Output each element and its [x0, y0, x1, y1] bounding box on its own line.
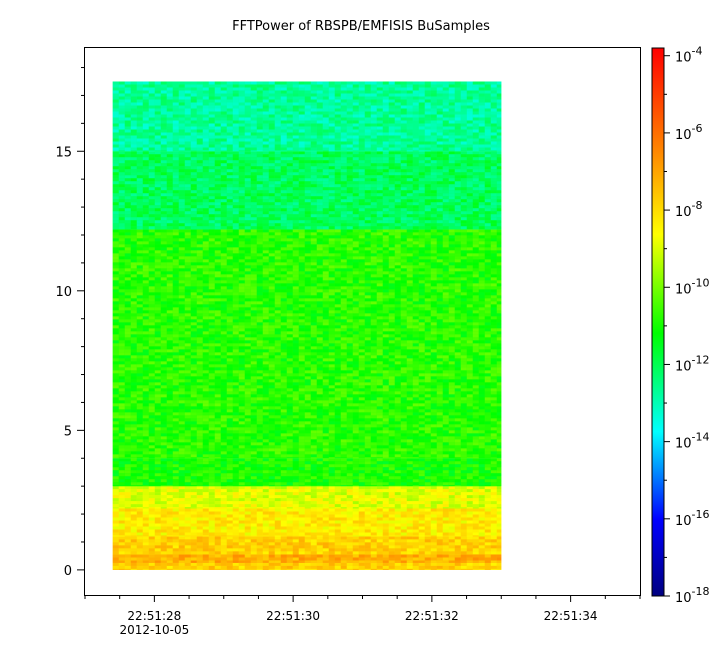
heatmap-band — [112, 508, 502, 537]
heatmap-band — [112, 536, 502, 555]
y-tick-label: 0 — [64, 564, 72, 579]
colorbar-axis: 10-18 10-16 10-14 10-12 10-10 10-8 10-6 10-4 — [664, 45, 710, 606]
y-tick-label: 15 — [55, 145, 72, 160]
colorbar-tick-label: 10-12 — [675, 353, 710, 374]
x-tick-label: 22:51:28 — [127, 609, 181, 623]
heatmap-band — [112, 81, 502, 152]
x-tick-label: 22:51:32 — [405, 609, 459, 623]
spectrogram-heatmap — [112, 81, 502, 570]
colorbar-tick-label: 10-14 — [675, 431, 710, 452]
y-tick-label: 5 — [64, 424, 72, 439]
heatmap-band — [112, 554, 502, 563]
colorbar-tick-label: 10-18 — [675, 585, 710, 606]
colorbar-tick-label: 10-6 — [675, 122, 703, 143]
colorbar-tick-label: 10-10 — [675, 276, 710, 297]
x-tick-date-label: 2012-10-05 — [120, 623, 190, 637]
colorbar-tick-label: 10-8 — [675, 199, 703, 220]
heatmap-band — [112, 151, 502, 230]
x-tick-label: 22:51:34 — [544, 609, 598, 623]
colorbar-tick-label: 10-4 — [675, 45, 703, 66]
heatmap-band — [112, 562, 502, 570]
colorbar — [651, 47, 665, 597]
chart-title: FFTPower of RBSPB/EMFISIS BuSamples — [232, 19, 490, 34]
x-tick-label: 22:51:30 — [266, 609, 320, 623]
y-axis: 0 5 10 15 — [55, 67, 85, 579]
heatmap-band — [112, 486, 502, 509]
y-tick-label: 10 — [55, 285, 72, 300]
colorbar-tick-label: 10-16 — [675, 508, 710, 529]
heatmap-band — [112, 229, 502, 459]
heatmap-band — [112, 458, 502, 487]
